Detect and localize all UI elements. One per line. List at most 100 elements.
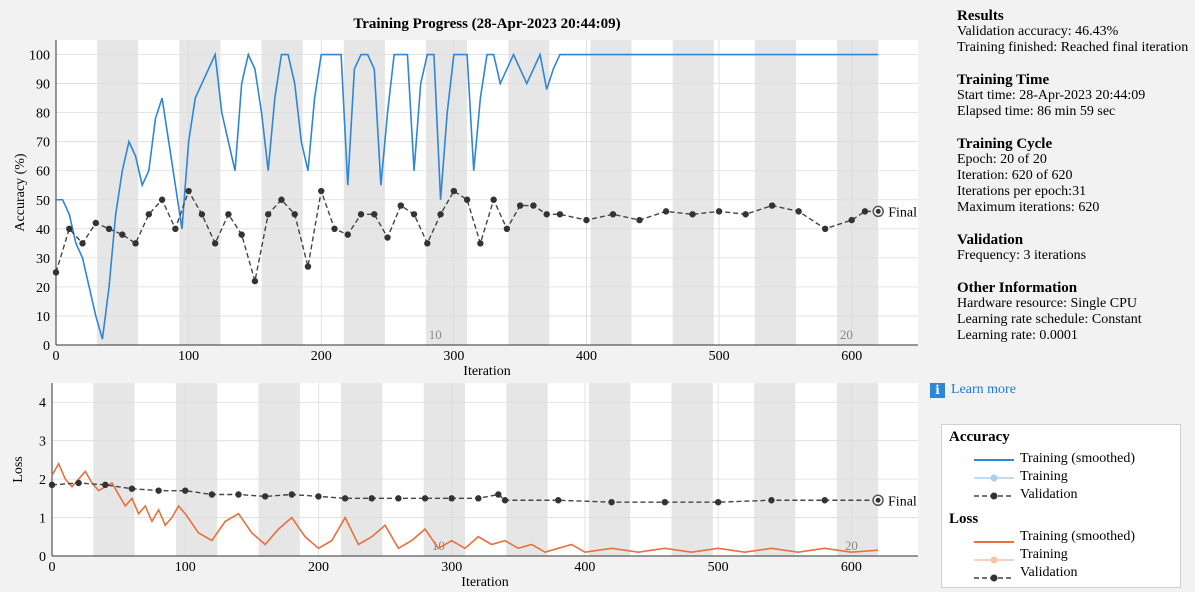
validation-point — [689, 211, 696, 218]
validation-point — [48, 481, 56, 489]
epoch-value: Epoch: 20 of 20 — [957, 152, 1047, 167]
y-tick-label: 80 — [36, 107, 50, 122]
chart-title: Training Progress (28-Apr-2023 20:44:09) — [353, 16, 620, 32]
maximum-iterations: Maximum iterations: 620 — [957, 200, 1100, 215]
epoch-label: 20 — [840, 327, 853, 342]
x-tick-label: 500 — [709, 349, 730, 364]
validation-point — [608, 498, 615, 506]
validation-point — [211, 240, 219, 247]
y-axis-title: Loss — [11, 456, 26, 482]
learn-more-link[interactable]: i Learn more — [930, 382, 1016, 398]
epoch-band — [836, 383, 879, 556]
validation-point — [437, 211, 444, 218]
validation-point — [516, 202, 524, 209]
validation-point — [715, 208, 723, 215]
info-panel: Results Validation accuracy: 46.43% Trai… — [957, 8, 1192, 360]
hardware-resource: Hardware resource: Single CPU — [957, 296, 1138, 311]
epoch-band — [754, 383, 796, 556]
x-axis-title: Iteration — [461, 575, 508, 590]
final-label: Final — [888, 494, 917, 509]
validation-point — [662, 208, 670, 215]
validation-point — [495, 491, 502, 498]
y-tick-label: 20 — [36, 281, 50, 296]
validation-point — [450, 187, 458, 195]
learning-rate: Learning rate: 0.0001 — [957, 328, 1078, 343]
epoch-band — [590, 40, 632, 345]
validation-point — [185, 187, 192, 195]
validation-accuracy: Validation accuracy: 46.43% — [957, 24, 1119, 39]
y-tick-label: 0 — [43, 339, 50, 354]
epoch-band — [508, 40, 550, 345]
other-information-heading: Other Information — [957, 280, 1078, 296]
validation-point — [92, 219, 99, 227]
legend-box: Accuracy Training (smoothed) Training Va… — [941, 424, 1181, 588]
validation-point — [583, 216, 590, 224]
validation-point — [264, 211, 272, 218]
charts-canvas: 0 100 200 300 400 500 600010203040506070809010… — [11, 16, 918, 590]
x-tick-label: 100 — [175, 560, 196, 575]
validation-point — [155, 487, 162, 494]
validation-point — [128, 485, 136, 492]
validation-point — [344, 231, 351, 238]
series-training-smoothed — [56, 51, 879, 340]
y-tick-label: 50 — [36, 194, 50, 209]
learn-more-label: Learn more — [951, 382, 1016, 397]
epoch-band — [93, 383, 135, 556]
x-tick-label: 500 — [708, 560, 729, 575]
x-tick-label: 600 — [841, 560, 862, 575]
validation-point — [304, 263, 312, 270]
legend-loss-training-swatch — [974, 556, 1014, 564]
epoch-band — [175, 383, 218, 556]
series-validation — [55, 188, 879, 282]
epoch-band — [837, 40, 879, 345]
legend-acc-validation-label: Validation — [1020, 487, 1078, 502]
series-training-smoothed — [51, 461, 879, 554]
validation-point — [238, 231, 245, 238]
y-axis-title: Accuracy (%) — [13, 153, 28, 231]
validation-point — [66, 225, 73, 233]
validation-point — [145, 211, 153, 218]
validation-point — [198, 211, 206, 218]
validation-point — [75, 479, 82, 487]
y-tick-label: 90 — [36, 78, 50, 93]
epoch-band — [671, 383, 713, 556]
validation-point — [424, 240, 431, 247]
y-tick-label: 40 — [36, 223, 50, 238]
legend-loss-smoothed-swatch — [974, 541, 1014, 543]
validation-section: Validation Frequency: 3 iterations — [957, 232, 1192, 264]
validation-heading: Validation — [957, 232, 1024, 248]
training-cycle-heading: Training Cycle — [957, 136, 1053, 152]
final-marker-dot — [875, 208, 881, 214]
validation-point — [158, 196, 166, 203]
y-tick-label: 2 — [39, 473, 46, 488]
validation-point — [52, 269, 60, 276]
legend-accuracy-heading: Accuracy — [949, 429, 1010, 445]
validation-point — [278, 196, 285, 203]
validation-point — [490, 196, 497, 203]
validation-point — [555, 497, 562, 504]
validation-point — [543, 211, 550, 218]
y-tick-label: 0 — [39, 550, 46, 565]
validation-point — [821, 497, 828, 504]
epoch-label: 10 — [432, 538, 445, 553]
validation-point — [530, 202, 537, 209]
y-tick-label: 10 — [36, 310, 50, 325]
validation-point — [714, 498, 722, 506]
info-icon: i — [930, 382, 945, 398]
validation-point — [384, 234, 391, 241]
final-label: Final — [888, 205, 917, 220]
y-tick-label: 100 — [29, 49, 50, 64]
y-tick-label: 30 — [36, 252, 50, 267]
validation-point — [315, 493, 322, 500]
y-tick-label: 4 — [39, 396, 46, 411]
epoch-band — [343, 40, 385, 345]
validation-point — [395, 495, 402, 502]
y-tick-label: 3 — [39, 435, 46, 450]
final-marker-dot — [875, 497, 881, 503]
epoch-band — [97, 40, 139, 345]
validation-point — [448, 495, 455, 502]
epoch-label: 10 — [429, 327, 442, 342]
x-tick-label: 400 — [576, 349, 597, 364]
validation-point — [768, 497, 775, 504]
epoch-band — [341, 383, 383, 556]
